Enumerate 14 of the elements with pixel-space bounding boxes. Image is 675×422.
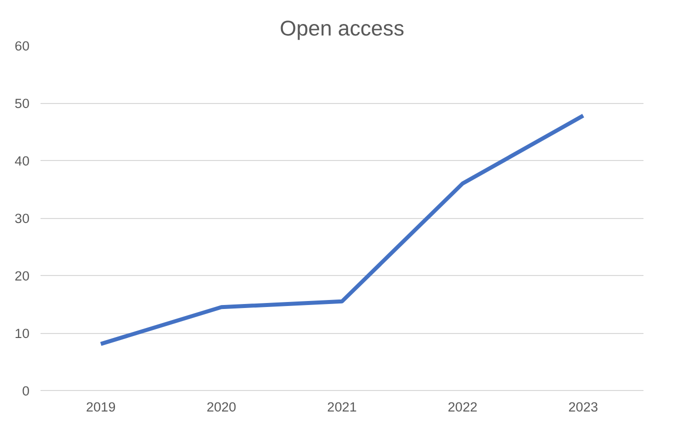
y-tick-label: 30 [14,211,30,226]
y-tick-label: 40 [14,154,30,168]
y-tick-label: 50 [14,96,30,111]
x-tick-label: 2019 [86,400,116,414]
x-tick-label: 2022 [448,400,478,414]
y-tick-label: 60 [14,38,30,54]
y-tick-label: 20 [14,268,30,284]
y-tick-label: 10 [14,326,30,341]
x-tick-label: 2020 [206,400,236,414]
x-tick-label: 2023 [568,400,598,414]
x-tick-label: 2021 [327,400,357,414]
chart-title: Open access [280,16,404,40]
y-tick-label: 0 [22,384,30,398]
line-series [98,114,586,346]
